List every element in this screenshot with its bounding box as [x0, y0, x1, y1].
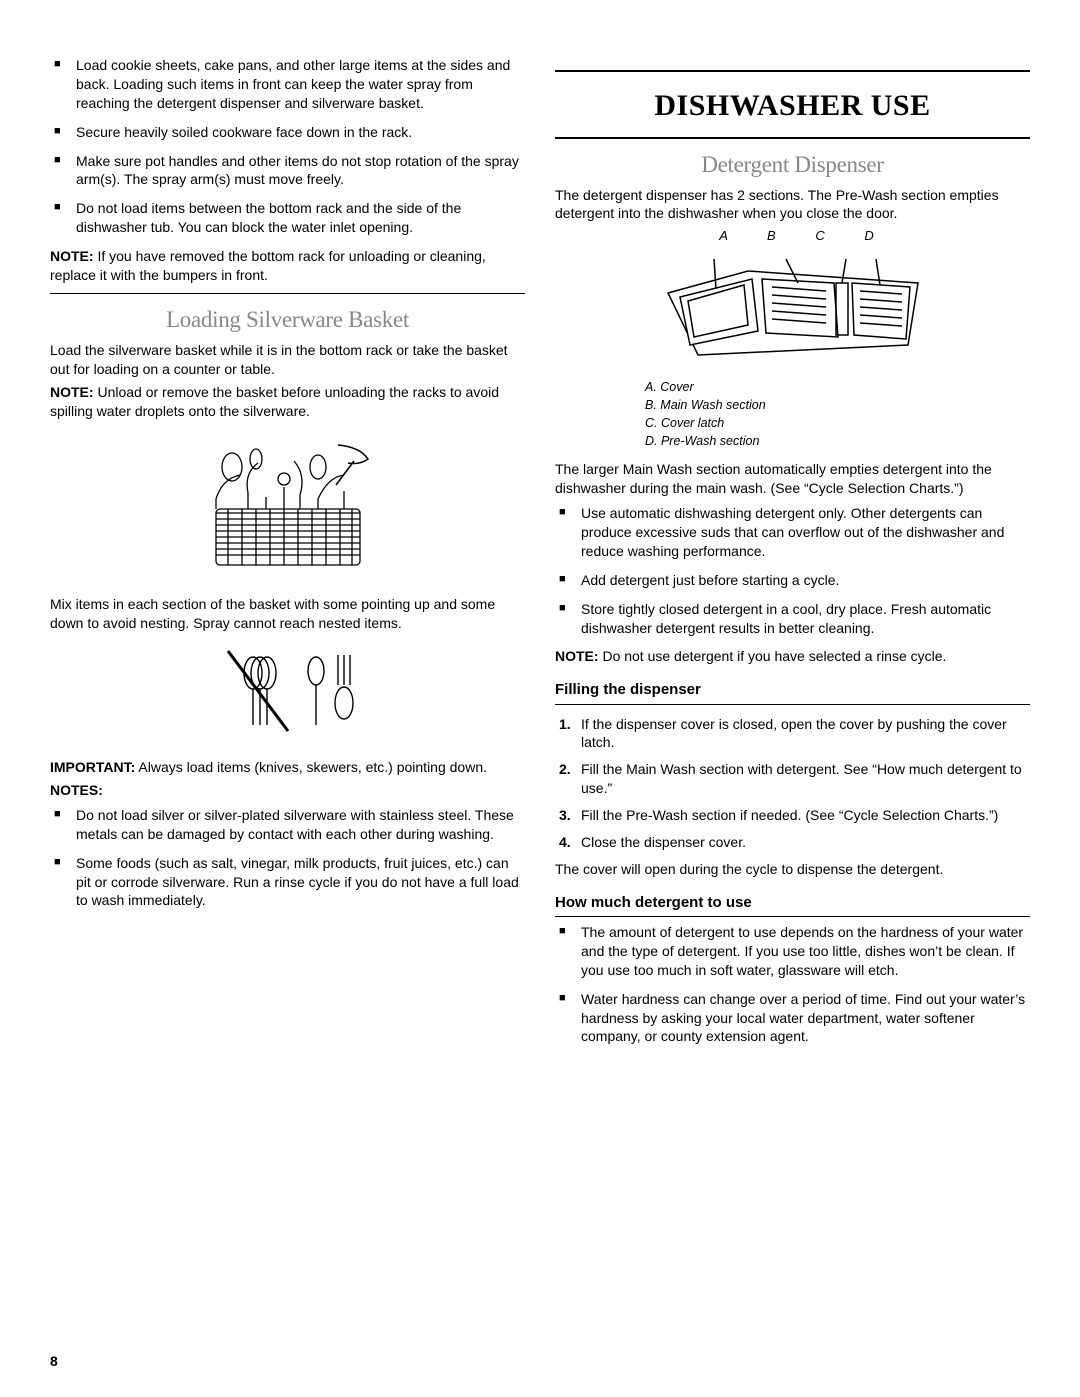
step-item: Fill the Main Wash section with detergen… — [581, 760, 1030, 798]
list-item: Secure heavily soiled cookware face down… — [76, 123, 525, 142]
note-text: Unload or remove the basket before unloa… — [50, 384, 499, 419]
body-text: The cover will open during the cycle to … — [555, 860, 1030, 879]
diagram-legend: A. Cover B. Main Wash section C. Cover l… — [645, 378, 1030, 451]
legend-line: A. Cover — [645, 378, 1030, 396]
step-item: If the dispenser cover is closed, open t… — [581, 715, 1030, 753]
important-text: Always load items (knives, skewers, etc.… — [135, 759, 487, 775]
note-paragraph: NOTE: Unload or remove the basket before… — [50, 383, 525, 421]
dispenser-illustration — [555, 253, 1030, 368]
list-item: Do not load items between the bottom rac… — [76, 199, 525, 237]
important-label: IMPORTANT: — [50, 759, 135, 775]
list-item: Some foods (such as salt, vinegar, milk … — [76, 854, 525, 911]
left-column: Load cookie sheets, cake pans, and other… — [50, 50, 525, 1056]
list-item: Add detergent just before starting a cyc… — [581, 571, 1030, 590]
filling-steps: If the dispenser cover is closed, open t… — [581, 715, 1030, 852]
note-paragraph: NOTE: Do not use detergent if you have s… — [555, 647, 1030, 666]
nesting-illustration — [50, 643, 525, 748]
notes-label: NOTES: — [50, 782, 103, 798]
right-column: DISHWASHER USE Detergent Dispenser The d… — [555, 50, 1030, 1056]
legend-line: C. Cover latch — [645, 414, 1030, 432]
legend-line: B. Main Wash section — [645, 396, 1030, 414]
diagram-labels: A B C D — [555, 227, 1030, 245]
section-heading-silverware: Loading Silverware Basket — [50, 304, 525, 335]
detergent-tips-list: Use automatic dishwashing detergent only… — [581, 504, 1030, 637]
two-column-layout: Load cookie sheets, cake pans, and other… — [50, 50, 1030, 1056]
list-item: Use automatic dishwashing detergent only… — [581, 504, 1030, 561]
howmuch-list: The amount of detergent to use depends o… — [581, 923, 1030, 1046]
list-item: The amount of detergent to use depends o… — [581, 923, 1030, 980]
body-text: The detergent dispenser has 2 sections. … — [555, 186, 1030, 224]
list-item: Store tightly closed detergent in a cool… — [581, 600, 1030, 638]
note-label: NOTE: — [50, 384, 94, 400]
page-number: 8 — [50, 1352, 58, 1371]
note-text: Do not use detergent if you have selecte… — [599, 648, 947, 664]
silverware-basket-illustration — [50, 431, 525, 586]
important-paragraph: IMPORTANT: Always load items (knives, sk… — [50, 758, 525, 777]
section-heading-dispenser: Detergent Dispenser — [555, 149, 1030, 180]
note-label: NOTE: — [555, 648, 599, 664]
notes-list: Do not load silver or silver-plated silv… — [76, 806, 525, 910]
note-text: If you have removed the bottom rack for … — [50, 248, 486, 283]
main-heading: DISHWASHER USE — [555, 70, 1030, 139]
body-text: Load the silverware basket while it is i… — [50, 341, 525, 379]
legend-line: D. Pre-Wash section — [645, 432, 1030, 450]
subheading-howmuch: How much detergent to use — [555, 893, 1030, 917]
loading-tips-list: Load cookie sheets, cake pans, and other… — [76, 56, 525, 237]
step-item: Fill the Pre-Wash section if needed. (Se… — [581, 806, 1030, 825]
step-item: Close the dispenser cover. — [581, 833, 1030, 852]
list-item: Load cookie sheets, cake pans, and other… — [76, 56, 525, 113]
body-text: Mix items in each section of the basket … — [50, 595, 525, 633]
note-paragraph: NOTE: If you have removed the bottom rac… — [50, 247, 525, 285]
divider — [50, 293, 525, 294]
subheading-filling: Filling the dispenser — [555, 680, 1030, 704]
list-item: Do not load silver or silver-plated silv… — [76, 806, 525, 844]
notes-heading: NOTES: — [50, 781, 525, 800]
note-label: NOTE: — [50, 248, 94, 264]
body-text: The larger Main Wash section automatical… — [555, 460, 1030, 498]
list-item: Water hardness can change over a period … — [581, 990, 1030, 1047]
list-item: Make sure pot handles and other items do… — [76, 152, 525, 190]
